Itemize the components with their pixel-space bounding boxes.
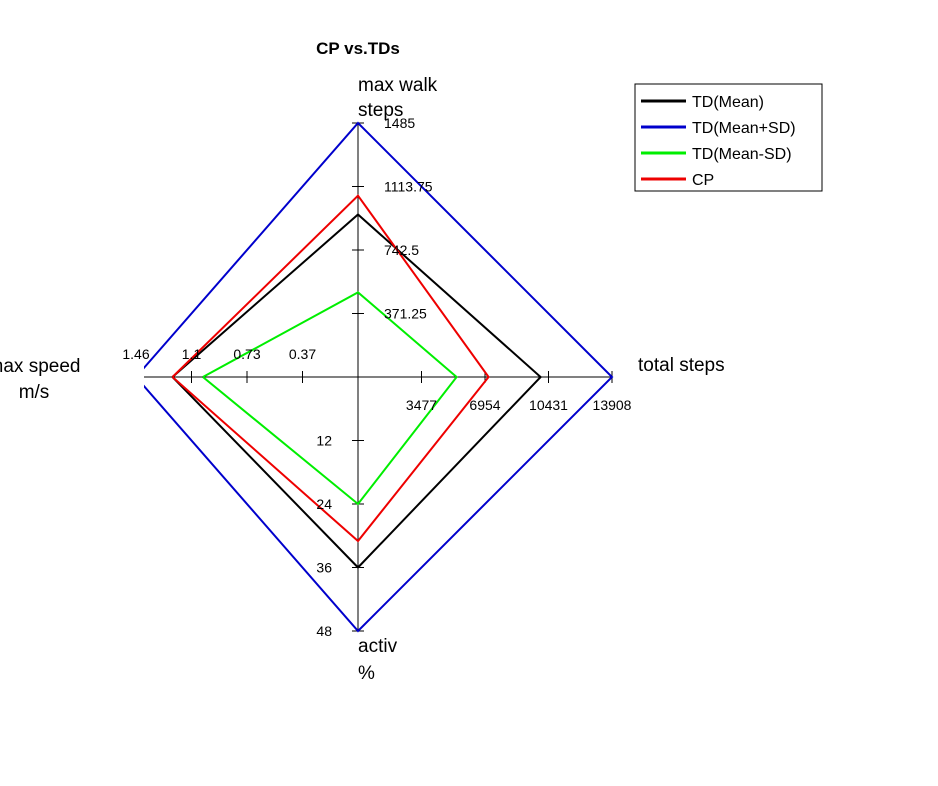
tick-label-max_walk_steps: 371.25 [384,306,427,322]
left-gap-mask [132,359,144,395]
chart-title: CP vs.TDs [316,39,400,58]
legend-label-TD(Mean+SD): TD(Mean+SD) [692,120,796,137]
tick-label-activ: 48 [316,623,332,639]
tick-label-activ: 36 [316,560,332,576]
series-line-TD(Mean+SD) [135,121,614,633]
axis-title-max_speed: m/s [19,382,50,403]
tick-label-total_steps: 10431 [529,397,568,413]
series-line-CP [171,194,490,543]
axis-title-max_walk_steps: steps [358,100,403,121]
tick-label-total_steps: 3477 [406,397,437,413]
labels-layer: 371.25 742.5 1113.75 1485 3477 6954 10431 13908… [0,75,725,684]
series-layer [132,121,614,633]
legend-label-TD(Mean-SD): TD(Mean-SD) [692,146,792,163]
tick-label-total_steps: 13908 [593,397,632,413]
tick-label-max_walk_steps: 742.5 [384,242,419,258]
series-line-TD(Mean-SD) [202,291,458,506]
tick-label-activ: 24 [316,496,332,512]
tick-label-max_walk_steps: 1113.75 [384,179,433,195]
tick-label-max_walk_steps: 1485 [384,115,415,131]
axis-title-activ: activ [358,636,398,657]
legend-label-CP: CP [692,172,714,189]
tick-label-total_steps: 6954 [469,397,500,413]
tick-label-max_speed: 0.37 [289,346,316,362]
axis-title-max_walk_steps: max walk [358,75,438,96]
tick-label-max_speed: 1.46 [122,346,149,362]
axis-title-total_steps: total steps [638,355,725,376]
tick-label-activ: 12 [316,433,332,449]
legend: TD(Mean) TD(Mean+SD) TD(Mean-SD) CP [634,83,823,192]
series-line-TD(Mean) [171,213,543,569]
axis-title-max_speed: max speed [0,356,80,377]
tick-label-max_speed: 1.1 [182,346,202,362]
tick-label-max_speed: 0.73 [233,346,260,362]
legend-label-TD(Mean): TD(Mean) [692,94,764,111]
axis-title-activ: % [358,663,375,684]
